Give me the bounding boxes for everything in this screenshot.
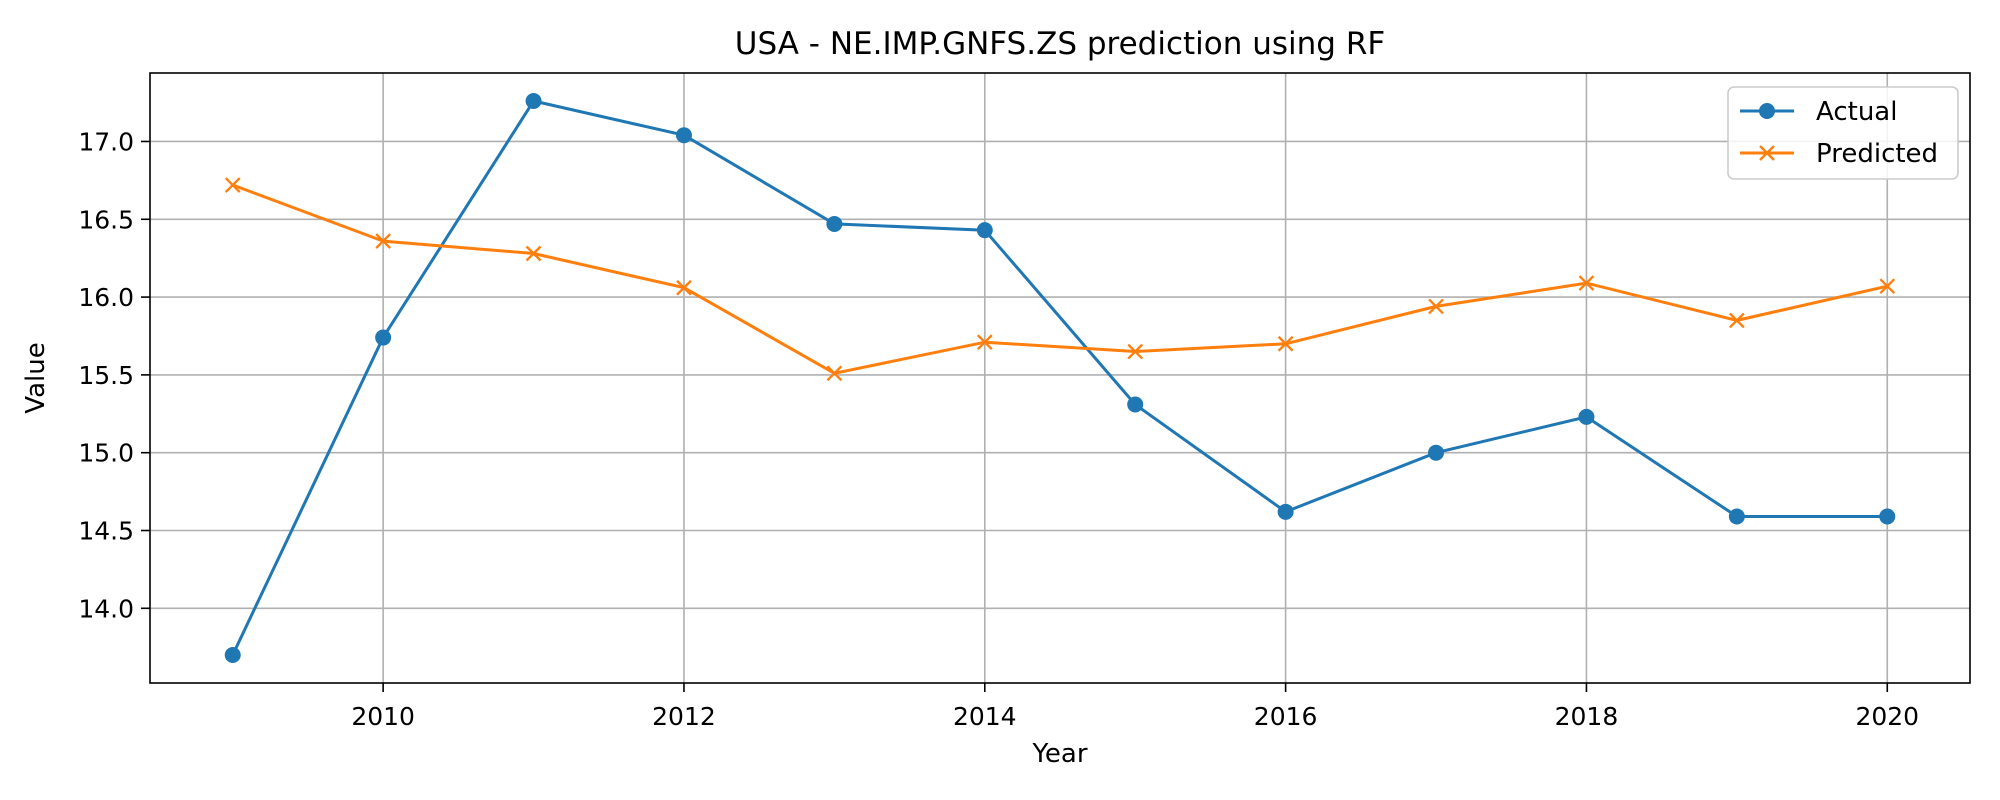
- grid: [150, 73, 1970, 683]
- y-tick-label: 16.5: [78, 205, 134, 234]
- data-point-actual: [1428, 444, 1445, 461]
- legend-marker: [1759, 145, 1775, 161]
- series-line-actual: [231, 99, 1888, 656]
- data-point-predicted: [1578, 275, 1595, 291]
- data-point-predicted: [1729, 312, 1745, 329]
- marker-stroke: [676, 279, 692, 296]
- data-point-predicted: [525, 245, 542, 262]
- legend-item-actual: Actual: [1740, 97, 1897, 127]
- marker-stroke: [1729, 312, 1745, 329]
- data-point-predicted: [676, 279, 692, 296]
- marker-stroke: [976, 334, 993, 351]
- legend: Actual Predicted: [1727, 86, 1959, 180]
- legend-marker: [1759, 103, 1775, 119]
- series-layer: [224, 93, 1896, 663]
- marker-stroke: [375, 233, 391, 249]
- x-tick-label: 2020: [1855, 702, 1919, 731]
- data-point-actual: [1879, 508, 1896, 525]
- data-point-predicted: [1127, 343, 1144, 360]
- legend-item-predicted: Predicted: [1740, 139, 1938, 169]
- marker-stroke: [224, 177, 241, 193]
- chart-title: USA - NE.IMP.GNFS.ZS prediction using RF: [735, 26, 1385, 62]
- ticks: 2010 2012 2014 2016 2018 2020 14.0 14.5 15.0 15.5…: [78, 127, 1919, 731]
- y-tick-label: 14.0: [78, 594, 134, 623]
- marker-stroke: [1428, 298, 1444, 315]
- data-point-actual: [375, 329, 392, 346]
- legend-label: Actual: [1816, 97, 1897, 127]
- data-point-predicted: [375, 233, 391, 249]
- x-tick-label: 2018: [1555, 702, 1619, 731]
- data-point-predicted: [1428, 298, 1444, 315]
- marker-stroke: [826, 365, 843, 382]
- x-tick-label: 2012: [652, 702, 716, 731]
- y-tick-label: 17.0: [78, 127, 134, 156]
- data-point-actual: [1578, 408, 1595, 425]
- x-tick-label: 2016: [1254, 702, 1318, 731]
- marker-stroke: [525, 245, 542, 262]
- data-point-predicted: [1277, 335, 1294, 352]
- marker-stroke: [1578, 275, 1595, 291]
- data-point-actual: [976, 222, 993, 239]
- y-tick-label: 15.0: [78, 439, 134, 468]
- data-point-actual: [1728, 508, 1745, 525]
- data-point-predicted: [826, 365, 843, 382]
- marker-stroke: [1879, 278, 1896, 295]
- y-axis-label: Value: [21, 342, 51, 413]
- y-tick-label: 16.0: [78, 283, 134, 312]
- data-point-actual: [525, 93, 542, 110]
- y-tick-label: 15.5: [78, 361, 134, 390]
- data-point-actual: [224, 646, 241, 663]
- marker-stroke: [1277, 335, 1294, 352]
- y-tick-label: 14.5: [78, 517, 134, 546]
- x-tick-label: 2010: [351, 702, 415, 731]
- data-point-actual: [1127, 396, 1144, 413]
- x-axis-label: Year: [1031, 739, 1087, 769]
- plot-frame: [149, 72, 1971, 684]
- data-point-predicted: [224, 177, 241, 193]
- data-point-actual: [1277, 503, 1294, 520]
- marker-stroke: [1127, 343, 1144, 360]
- legend-label: Predicted: [1816, 139, 1938, 169]
- data-point-predicted: [976, 334, 993, 351]
- data-point-actual: [826, 215, 843, 232]
- x-tick-label: 2014: [953, 702, 1017, 731]
- series-line-predicted: [232, 183, 1888, 375]
- data-point-predicted: [1879, 278, 1896, 295]
- data-point-actual: [675, 127, 692, 144]
